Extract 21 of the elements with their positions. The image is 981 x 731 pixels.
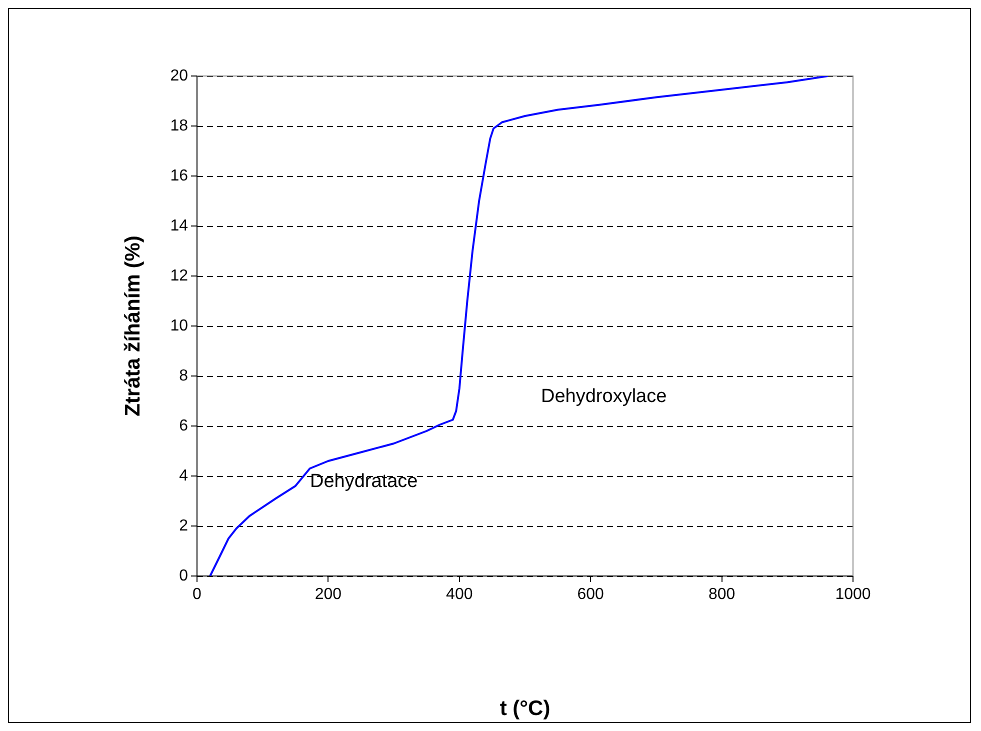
y-tick-label: 6 — [179, 417, 188, 434]
annotation: Dehydratace — [310, 471, 418, 493]
y-axis-title: Ztráta žíháním (%) — [121, 236, 144, 416]
annotation: Dehydroxylace — [541, 386, 667, 408]
y-tick-label: 2 — [179, 517, 188, 534]
y-tick-label: 20 — [170, 67, 188, 84]
x-tick-label: 200 — [314, 586, 342, 604]
y-tick-label: 10 — [170, 317, 188, 334]
x-tick-label: 0 — [192, 586, 202, 604]
y-tick-label: 12 — [170, 267, 188, 284]
y-tick-label: 4 — [179, 467, 188, 484]
x-axis-title: t (°C) — [500, 697, 550, 720]
x-tick-label: 400 — [446, 586, 473, 604]
y-tick-label: 0 — [179, 567, 188, 584]
y-tick-label: 18 — [170, 117, 188, 134]
y-tick-label: 8 — [179, 367, 188, 384]
x-tick-label: 600 — [577, 586, 604, 604]
y-tick-label: 14 — [170, 217, 188, 234]
x-tick-label: 1000 — [835, 586, 871, 604]
y-tick-label: 16 — [170, 167, 188, 184]
x-tick-label: 800 — [708, 586, 736, 604]
